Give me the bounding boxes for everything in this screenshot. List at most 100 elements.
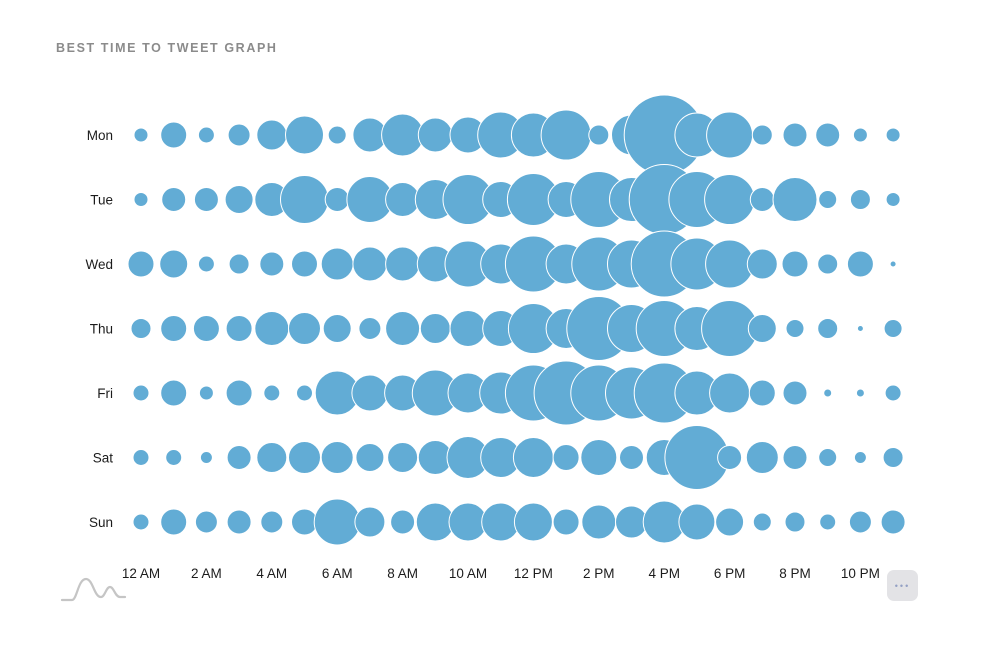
- bubble: [132, 384, 150, 402]
- bubble: [296, 384, 313, 402]
- bubble: [705, 239, 755, 289]
- more-options-button[interactable]: •••: [887, 570, 918, 601]
- bubble: [227, 123, 251, 147]
- bubble: [846, 250, 874, 278]
- bubble: [324, 187, 350, 212]
- bubble: [849, 189, 871, 210]
- bubble: [225, 315, 253, 342]
- bubble: [291, 508, 318, 536]
- bubble: [449, 310, 487, 347]
- bubble: [745, 441, 779, 474]
- bubble: [889, 260, 897, 268]
- x-axis-label: 8 PM: [779, 566, 811, 581]
- bubble: [390, 509, 416, 535]
- bubble: [709, 372, 751, 414]
- bubble: [226, 445, 252, 470]
- bubble: [751, 124, 773, 146]
- bubble: [385, 311, 421, 346]
- bubble: [818, 190, 838, 209]
- x-axis-label: 10 PM: [841, 566, 880, 581]
- y-axis-label: Fri: [97, 386, 113, 401]
- page-title: BEST TIME TO TWEET GRAPH: [56, 41, 278, 55]
- bubble: [772, 177, 818, 222]
- bubble: [781, 250, 809, 278]
- bubble: [678, 503, 716, 541]
- x-axis-label: 12 AM: [122, 566, 160, 581]
- bubble: [588, 124, 610, 146]
- bubble: [784, 511, 806, 533]
- x-axis-label: 8 AM: [387, 566, 418, 581]
- bubble: [226, 509, 252, 535]
- bubble: [385, 246, 421, 282]
- bubble: [224, 185, 254, 214]
- bubble: [263, 384, 281, 402]
- hills-wave-logo-icon: [60, 577, 127, 602]
- bubble: [749, 187, 775, 212]
- bubble: [581, 504, 617, 540]
- bubbles-layer: [127, 94, 906, 546]
- bubble: [127, 250, 155, 278]
- bubble: [419, 313, 451, 344]
- bubble: [818, 448, 838, 467]
- bubble: [817, 253, 839, 275]
- y-axis-label: Mon: [87, 128, 113, 143]
- bubble: [884, 384, 902, 402]
- bubble: [513, 502, 553, 542]
- bubble: [288, 312, 321, 345]
- bubble: [619, 445, 644, 470]
- y-axis-labels: Mon Tue Wed Thu Fri Sat Sun: [85, 128, 113, 530]
- bubble: [358, 317, 382, 340]
- bubble: [194, 510, 218, 534]
- bubble: [552, 508, 580, 536]
- bubble: [706, 111, 754, 159]
- bubble: [704, 174, 756, 225]
- bubble: [387, 442, 419, 473]
- bubble: [748, 379, 776, 407]
- bubble: [327, 125, 347, 145]
- bubble: [848, 510, 872, 534]
- bubble: [351, 374, 389, 412]
- bubble: [198, 385, 214, 401]
- bubble: [199, 451, 213, 464]
- y-axis-label: Thu: [90, 321, 113, 336]
- x-axis-label: 4 AM: [256, 566, 287, 581]
- bubble: [882, 447, 904, 468]
- bubble: [192, 315, 220, 342]
- bubble: [322, 314, 352, 343]
- bubble: [817, 318, 839, 339]
- x-axis-label: 2 PM: [583, 566, 615, 581]
- bubble: [883, 319, 903, 338]
- bubble: [512, 437, 554, 478]
- bubble: [130, 318, 152, 339]
- bubble: [132, 449, 150, 466]
- bubble: [161, 187, 187, 212]
- bubble: [746, 248, 778, 280]
- bubble: [855, 388, 865, 398]
- x-axis-label: 10 AM: [449, 566, 487, 581]
- bubble: [354, 506, 386, 538]
- bubble: [165, 449, 183, 466]
- y-axis-label: Sat: [93, 450, 114, 465]
- bubble: [133, 192, 149, 207]
- bubble: [320, 247, 354, 281]
- bubble: [225, 379, 253, 407]
- bubble: [228, 253, 250, 275]
- y-axis-label: Tue: [90, 192, 113, 207]
- bubble: [885, 192, 901, 207]
- bubble: [856, 325, 864, 332]
- bubble: [782, 445, 808, 470]
- bubble: [782, 380, 808, 406]
- x-axis-label: 6 PM: [714, 566, 746, 581]
- bubble: [197, 126, 215, 144]
- bubble: [552, 444, 580, 471]
- bubble: [885, 127, 901, 143]
- bubble: [717, 445, 743, 470]
- bubble: [782, 122, 808, 148]
- bubble: [752, 512, 772, 532]
- y-axis-label: Sun: [89, 515, 113, 530]
- x-axis-label: 2 AM: [191, 566, 222, 581]
- x-axis-label: 4 PM: [648, 566, 680, 581]
- bubble: [819, 513, 837, 531]
- bubble: [133, 127, 149, 143]
